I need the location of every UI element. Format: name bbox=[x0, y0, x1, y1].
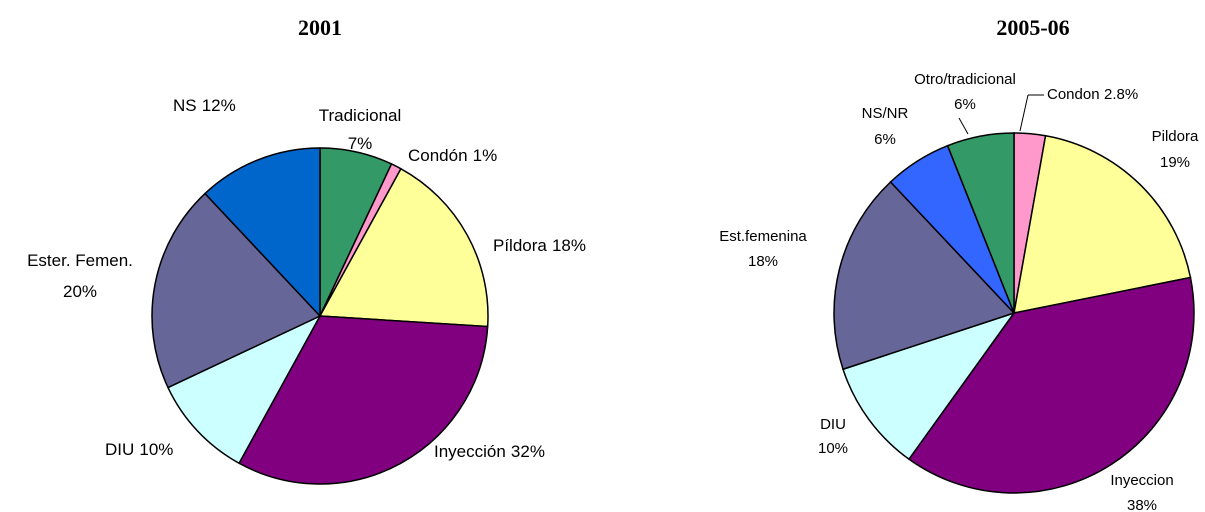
category-label: Inyección bbox=[434, 442, 506, 461]
pie-slice bbox=[833, 180, 1016, 371]
pie-slice bbox=[946, 132, 1015, 314]
data-label: Tradicional 7% bbox=[319, 106, 402, 153]
category-label: Tradicional bbox=[319, 106, 402, 125]
category-label: DIU bbox=[820, 416, 846, 433]
value-label: 1% bbox=[473, 146, 498, 165]
data-label: NS/NR 6% bbox=[862, 105, 909, 148]
data-label: Est.femenina 18% bbox=[719, 228, 807, 270]
chart-title: 2001 bbox=[298, 15, 342, 40]
chart-title: 2005-06 bbox=[996, 15, 1069, 40]
pie-slice bbox=[203, 147, 321, 318]
data-label: NS 12% bbox=[173, 96, 236, 115]
value-label: 12% bbox=[202, 96, 236, 115]
value-label: 7% bbox=[348, 134, 373, 153]
value-label: 38% bbox=[1127, 497, 1157, 512]
leader-line bbox=[1019, 94, 1029, 132]
value-label: 10% bbox=[818, 440, 848, 457]
data-label: DIU 10% bbox=[105, 440, 173, 459]
value-label: 19% bbox=[1160, 154, 1190, 171]
data-label: Otro/tradicional 6% bbox=[914, 71, 1016, 113]
value-label: 18% bbox=[748, 253, 778, 270]
pie-slice bbox=[318, 167, 489, 328]
data-label: Inyección 32% bbox=[434, 442, 545, 461]
data-label: Píldora 18% bbox=[493, 236, 586, 255]
pie-slice bbox=[842, 311, 1016, 461]
data-label: Inyeccion 38% bbox=[1110, 472, 1173, 512]
category-label: NS/NR bbox=[862, 105, 909, 122]
value-label: 20% bbox=[63, 282, 97, 301]
data-label: DIU 10% bbox=[818, 416, 848, 457]
category-label: Condon bbox=[1047, 86, 1100, 103]
pie-slice bbox=[1013, 134, 1192, 314]
value-label: 2.8% bbox=[1104, 86, 1138, 103]
category-label: Pildora bbox=[1152, 128, 1199, 145]
category-label: Condón bbox=[408, 146, 468, 165]
value-label: 10% bbox=[139, 440, 173, 459]
value-label: 6% bbox=[954, 96, 976, 113]
category-label: Otro/tradicional bbox=[914, 71, 1016, 88]
leader-line bbox=[958, 117, 969, 135]
data-label: Condon 2.8% bbox=[1047, 86, 1138, 103]
category-label: NS bbox=[173, 96, 197, 115]
pie-slice bbox=[151, 192, 322, 389]
value-label: 6% bbox=[874, 131, 896, 148]
category-label: Est.femenina bbox=[719, 228, 807, 245]
data-label: Condón 1% bbox=[408, 146, 497, 165]
pie-slice bbox=[238, 315, 489, 485]
data-label: Pildora 19% bbox=[1152, 128, 1199, 171]
data-label: Ester. Femen. 20% bbox=[27, 251, 133, 301]
category-label: Ester. Femen. bbox=[27, 251, 133, 270]
pie-slice bbox=[166, 314, 322, 465]
category-label: Inyeccion bbox=[1110, 472, 1173, 489]
category-label: DIU bbox=[105, 440, 134, 459]
pie-slice bbox=[907, 276, 1195, 494]
value-label: 18% bbox=[552, 236, 586, 255]
value-label: 32% bbox=[511, 442, 545, 461]
category-label: Píldora bbox=[493, 236, 547, 255]
